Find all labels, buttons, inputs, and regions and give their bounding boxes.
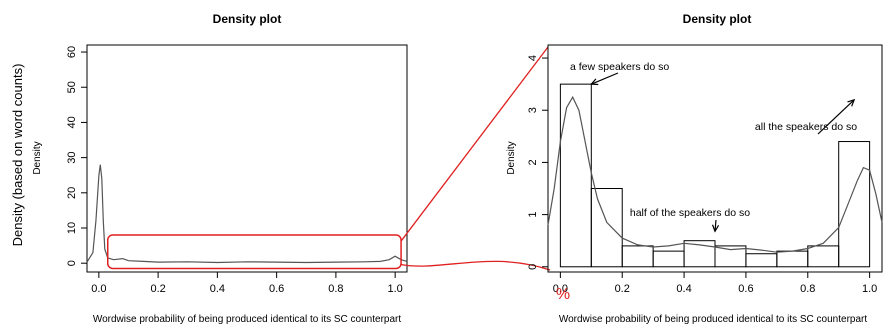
- left-y-tick-label: 40: [66, 116, 78, 128]
- right-y-axis-label: Density: [506, 141, 517, 174]
- annotation-arrow: [591, 72, 619, 85]
- histogram-bar: [745, 253, 778, 268]
- left-x-tick-label: 0.8: [328, 283, 343, 295]
- left-x-tick-label: 0.4: [210, 283, 225, 295]
- zoom-highlight-box: [106, 234, 402, 270]
- right-x-tick-label: 0.0: [553, 283, 568, 295]
- annotation-label: a few speakers do so: [570, 61, 669, 73]
- histogram-bar: [559, 83, 592, 268]
- right-x-axis-label: Wordwise probability of being produced i…: [559, 314, 868, 325]
- histogram-bar: [621, 245, 654, 268]
- right-y-tick-label: 2: [527, 159, 539, 165]
- left-y-axis-label: Density: [32, 141, 43, 174]
- left-axes-ticks: 0.0 0.2 0.4 0.6 0.8 1.0 0 10 20 30 40 50 60: [66, 46, 403, 295]
- right-chart-title: Density plot: [683, 12, 752, 26]
- histogram-bar: [838, 141, 871, 268]
- left-y-tick-label: 50: [66, 81, 78, 93]
- annotation-arrow: [714, 219, 717, 232]
- right-axes-ticks: 0.0 0.2 0.4 0.6 0.8 1.0 0 1 2 3 4: [527, 55, 877, 295]
- annotation-label: half of the speakers do so: [630, 207, 750, 219]
- left-y-tick-label: 0: [66, 260, 78, 266]
- right-histogram-chart: Density plot Density Wordwise probabilit…: [506, 12, 883, 325]
- left-x-tick-label: 1.0: [387, 283, 402, 295]
- left-x-tick-label: 0.2: [150, 283, 165, 295]
- histogram-bar: [807, 245, 840, 268]
- right-histogram-marks: [547, 83, 883, 268]
- zoom-connectors: [400, 46, 551, 271]
- right-plot-frame: [547, 44, 883, 273]
- right-y-tick-label: 0: [527, 264, 539, 270]
- right-x-tick-label: 0.8: [800, 283, 815, 295]
- left-y-tick-label: 20: [66, 187, 78, 199]
- annotation-arrowhead: [590, 78, 599, 86]
- left-y-tick-label: 60: [66, 46, 78, 58]
- annotation-arrowhead: [847, 98, 856, 107]
- left-x-tick-label: 0.0: [91, 283, 106, 295]
- left-density-chart: Density plot Density Wordwise probabilit…: [32, 12, 408, 325]
- right-x-tick-label: 1.0: [862, 283, 877, 295]
- left-y-tick-label: 10: [66, 222, 78, 234]
- left-plot-frame: [86, 44, 408, 273]
- annotation-arrowhead: [711, 224, 720, 233]
- zoom-connector-top: [400, 46, 549, 242]
- left-density-line: [86, 164, 408, 264]
- right-y-tick-label: 1: [527, 212, 539, 218]
- left-x-axis-label: Wordwise probability of being produced i…: [93, 314, 402, 325]
- right-x-tick-label: 0.4: [676, 283, 691, 295]
- outer-ylabel: Density (based on word counts): [10, 64, 25, 247]
- left-y-tick-label: 30: [66, 151, 78, 163]
- histogram-bar: [652, 250, 685, 268]
- annotation-arrow: [817, 99, 855, 135]
- right-x-tick-label: 0.6: [738, 283, 753, 295]
- histogram-bar: [776, 250, 809, 268]
- left-chart-title: Density plot: [213, 12, 282, 26]
- zero-highlight-mark: %: [556, 286, 570, 303]
- histogram-bar: [590, 188, 623, 268]
- zoom-connector-bottom: [400, 260, 551, 271]
- annotation-label: all the speakers do so: [755, 121, 857, 133]
- right-density-curve: [547, 95, 883, 253]
- left-density-curve-group: [86, 164, 408, 270]
- left-x-tick-label: 0.6: [269, 283, 284, 295]
- right-y-tick-label: 3: [527, 107, 539, 113]
- right-x-tick-label: 0.2: [615, 283, 630, 295]
- right-annotations: a few speakers do so half of the speakers…: [570, 61, 857, 233]
- right-y-tick-label: 4: [527, 55, 539, 61]
